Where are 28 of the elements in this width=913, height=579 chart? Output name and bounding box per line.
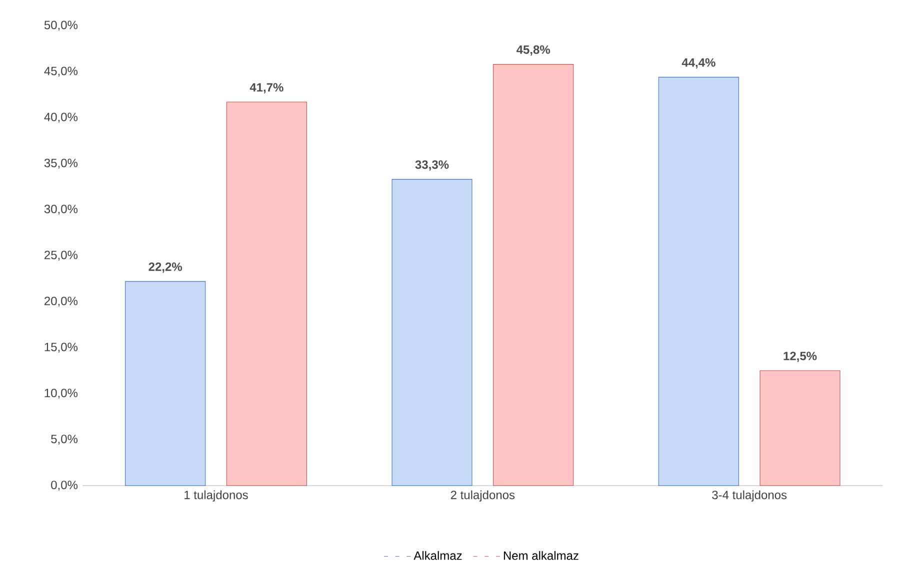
data-label: 22,2% xyxy=(148,262,182,273)
data-label: 33,3% xyxy=(415,160,449,171)
bar xyxy=(125,281,206,486)
y-tick-label: 15,0% xyxy=(44,342,78,353)
y-tick-label: 25,0% xyxy=(44,250,78,261)
y-tick-label: 30,0% xyxy=(44,204,78,215)
y-tick-label: 5,0% xyxy=(51,434,78,445)
data-label: 45,8% xyxy=(516,45,550,56)
y-tick-label: 35,0% xyxy=(44,158,78,169)
data-label: 44,4% xyxy=(682,58,716,68)
bar xyxy=(226,102,307,486)
y-tick-label: 10,0% xyxy=(44,388,78,399)
data-label: 41,7% xyxy=(250,83,284,94)
y-tick-label: 40,0% xyxy=(44,112,78,123)
x-tick-label: 2 tulajdonos xyxy=(450,490,515,502)
y-tick-label: 45,0% xyxy=(44,66,78,77)
legend-label: Nem alkalmaz xyxy=(504,551,578,560)
data-label: 12,5% xyxy=(784,352,817,362)
y-tick-label: 50,0% xyxy=(44,20,78,31)
bar xyxy=(493,64,574,486)
y-tick-label: 20,0% xyxy=(44,296,78,307)
bar xyxy=(760,370,840,486)
bar xyxy=(392,179,472,486)
bar xyxy=(658,76,739,486)
legend-label: Alkalmaz xyxy=(414,551,462,560)
x-tick-label: 3-4 tulajdonos xyxy=(712,490,787,502)
y-tick-label: 0,0% xyxy=(51,480,78,491)
x-tick-label: 1 tulajdonos xyxy=(184,490,248,502)
